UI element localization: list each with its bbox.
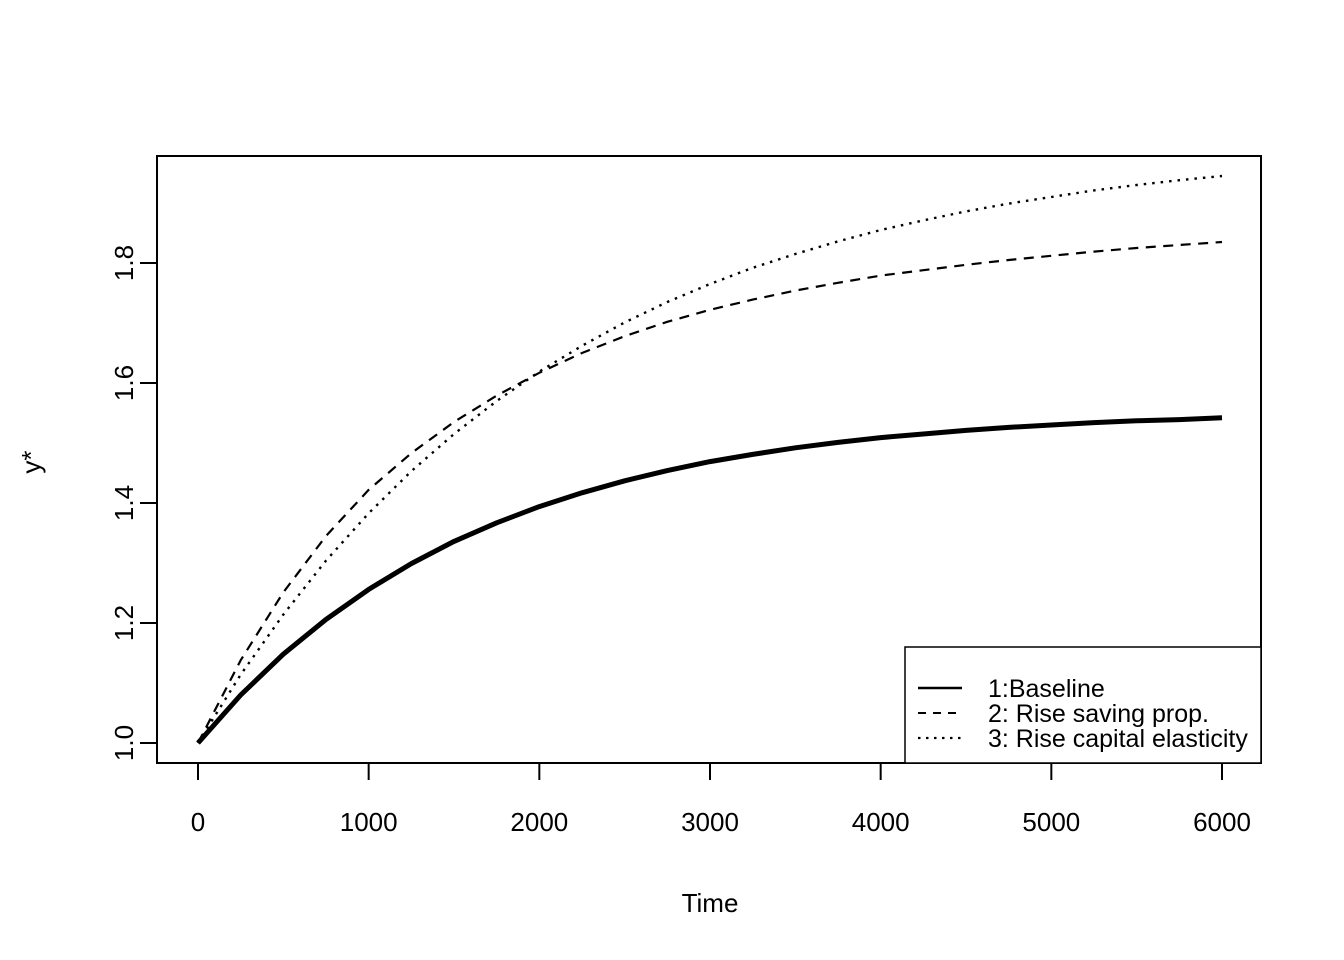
x-tick-label: 3000	[681, 807, 739, 837]
x-axis-title: Time	[682, 888, 739, 918]
x-tick-label: 1000	[340, 807, 398, 837]
y-tick-label: 1.4	[109, 485, 139, 521]
x-axis: 0 1000 2000 3000 4000 5000 6000	[191, 763, 1251, 837]
y-tick-label: 1.2	[109, 605, 139, 641]
legend-entry-label: 1:Baseline	[988, 675, 1105, 703]
x-tick-label: 2000	[510, 807, 568, 837]
saving-propensity-curve	[197, 240, 1223, 744]
y-axis: 1.0 1.2 1.4 1.6 1.8	[109, 245, 157, 761]
legend-entry-label: 2: Rise saving prop.	[988, 700, 1209, 728]
x-tick-label: 5000	[1022, 807, 1080, 837]
y-axis-title: y*	[16, 450, 46, 473]
capital-elasticity-curve	[196, 174, 1223, 744]
legend-box	[904, 646, 1262, 764]
y-tick-label: 1.0	[109, 725, 139, 761]
y-tick-label: 1.6	[109, 365, 139, 401]
legend-entry-label: 3: Rise capital elasticity	[988, 725, 1248, 753]
curves	[196, 174, 1223, 745]
x-tick-label: 4000	[852, 807, 910, 837]
baseline-curve	[196, 415, 1223, 745]
x-tick-label: 6000	[1193, 807, 1251, 837]
x-tick-label: 0	[191, 807, 205, 837]
y-tick-label: 1.8	[109, 245, 139, 281]
